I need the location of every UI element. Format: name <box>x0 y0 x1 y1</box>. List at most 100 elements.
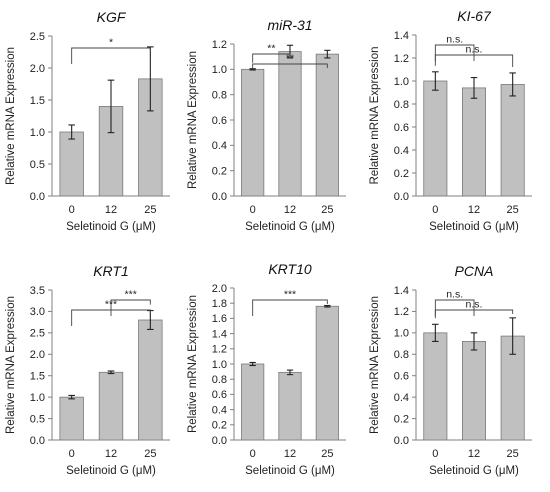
significance-bracket <box>434 299 475 316</box>
bar-12 <box>461 341 486 441</box>
bar-25 <box>500 84 525 197</box>
x-tick-label-0: 0 <box>432 448 438 460</box>
y-tick-label: 2.0 <box>30 63 45 75</box>
chart-title: KRT10 <box>268 261 312 277</box>
bar-0 <box>59 396 84 441</box>
significance-bracket <box>434 309 514 319</box>
significance-label: *** <box>125 289 137 301</box>
x-tick-label-12: 12 <box>468 204 480 216</box>
significance-label: ** <box>267 43 275 55</box>
y-tick-label: 1.0 <box>212 64 227 76</box>
y-tick-label: 1.2 <box>212 344 227 356</box>
x-tick-label-25: 25 <box>144 448 156 460</box>
y-tick-label: 2.0 <box>212 283 227 295</box>
panel-pcna: PCNA 0.0 0.2 0.4 0.6 0.8 1.0 1.2 1.4 0 12 25 Seletin… <box>369 263 532 477</box>
y-tick-label: 0.0 <box>212 191 227 203</box>
y-tick-label: 1.4 <box>394 30 409 42</box>
bar-0 <box>423 332 448 441</box>
chart-title: miR-31 <box>267 17 312 33</box>
y-tick-label: 1.6 <box>212 313 227 325</box>
y-axis-label: Relative mRNA Expression <box>369 296 381 434</box>
y-tick-label: 0.2 <box>212 420 227 432</box>
y-tick-label: 0.5 <box>30 413 45 425</box>
x-tick-label-12: 12 <box>284 204 296 216</box>
y-tick-label: 1.4 <box>212 328 227 340</box>
y-tick-label: 0.6 <box>212 389 227 401</box>
y-tick-label: 3.0 <box>30 306 45 318</box>
x-axis-label: Seletinoid G (μM) <box>66 221 156 233</box>
significance-bracket <box>434 44 475 61</box>
bar-0 <box>423 80 448 197</box>
significance-label: ** <box>286 53 294 65</box>
y-tick-label: 1.0 <box>212 359 227 371</box>
x-tick-label-0: 0 <box>250 204 256 216</box>
y-tick-label: 0.8 <box>212 89 227 101</box>
significance-bracket <box>252 299 328 316</box>
x-tick-label-0: 0 <box>432 204 438 216</box>
y-tick-label: 0.2 <box>394 413 409 425</box>
bar-25 <box>315 53 339 197</box>
y-tick-label: 0.8 <box>212 374 227 386</box>
significance-bracket <box>434 54 514 67</box>
panel-krt1: KRT1 0.0 0.5 1.0 1.5 2.0 2.5 3.0 3.5 0 12 25 Seletin… <box>5 263 170 477</box>
x-tick-label-25: 25 <box>144 204 156 216</box>
y-tick-label: 1.2 <box>212 39 227 51</box>
y-tick-label: 1.5 <box>30 95 45 107</box>
x-tick-label-0: 0 <box>69 448 75 460</box>
bar-0 <box>59 131 84 197</box>
significance-bracket <box>252 63 328 68</box>
y-tick-label: 1.4 <box>394 285 409 297</box>
bar-12 <box>461 87 486 197</box>
y-tick-label: 0.8 <box>394 99 409 111</box>
x-tick-label-12: 12 <box>105 204 117 216</box>
y-tick-label: 1.0 <box>394 328 409 340</box>
significance-label: *** <box>105 299 117 311</box>
y-axis-label: Relative mRNA Expression <box>187 295 199 433</box>
y-tick-label: 1.2 <box>394 53 409 65</box>
y-tick-label: 0.5 <box>30 159 45 171</box>
x-tick-label-12: 12 <box>105 448 117 460</box>
panel-mir-31: miR-31 0.0 0.2 0.4 0.6 0.8 1.0 1.2 0 12 25 Seletino… <box>187 17 346 233</box>
y-tick-label: 1.5 <box>30 371 45 383</box>
x-tick-label-12: 12 <box>284 448 296 460</box>
chart-title: KI-67 <box>457 8 492 24</box>
bar-12 <box>278 51 302 197</box>
panel-krt10: KRT10 0.0 0.2 0.4 0.6 0.8 1.0 1.2 1.4 1.6 1.8 2.0 0 1… <box>187 261 346 477</box>
significance-bracket <box>71 309 151 326</box>
x-axis-label: Seletinoid G (μM) <box>429 465 519 477</box>
significance-label: * <box>109 37 113 49</box>
y-tick-label: 0.0 <box>212 435 227 447</box>
significance-bracket <box>110 299 151 316</box>
y-tick-label: 1.8 <box>212 298 227 310</box>
x-tick-label-25: 25 <box>507 448 519 460</box>
x-axis-label: Seletinoid G (μM) <box>245 465 335 477</box>
bar-12 <box>278 371 302 441</box>
x-tick-label-12: 12 <box>468 448 480 460</box>
y-tick-label: 1.0 <box>30 127 45 139</box>
chart-title: KRT1 <box>93 263 129 279</box>
y-tick-label: 0.6 <box>394 122 409 134</box>
panel-ki-67: KI-67 0.0 0.2 0.4 0.6 0.8 1.0 1.2 1.4 0 12 25 Seleti… <box>369 8 532 233</box>
y-tick-label: 0.0 <box>30 435 45 447</box>
x-tick-label-25: 25 <box>321 204 333 216</box>
y-tick-label: 2.5 <box>30 31 45 43</box>
significance-bracket <box>71 47 151 64</box>
x-tick-label-0: 0 <box>250 448 256 460</box>
y-tick-label: 0.0 <box>394 191 409 203</box>
y-tick-label: 0.4 <box>212 140 227 152</box>
chart-title: KGF <box>97 9 127 25</box>
y-tick-label: 1.0 <box>30 392 45 404</box>
y-axis-label: Relative mRNA Expression <box>5 47 17 185</box>
y-tick-label: 1.2 <box>394 306 409 318</box>
significance-label: *** <box>284 289 296 301</box>
y-tick-label: 0.4 <box>212 404 227 416</box>
bar-0 <box>241 68 265 197</box>
y-tick-label: 0.6 <box>212 115 227 127</box>
y-axis-label: Relative mRNA Expression <box>187 51 199 189</box>
chart-title: PCNA <box>455 263 494 279</box>
panel-kgf: KGF 0.0 0.5 1.0 1.5 2.0 2.5 0 12 25 Seletinoid G (… <box>5 9 170 233</box>
y-tick-label: 0.2 <box>212 165 227 177</box>
y-axis-label: Relative mRNA Expression <box>5 296 17 434</box>
x-axis-label: Seletinoid G (μM) <box>429 221 519 233</box>
